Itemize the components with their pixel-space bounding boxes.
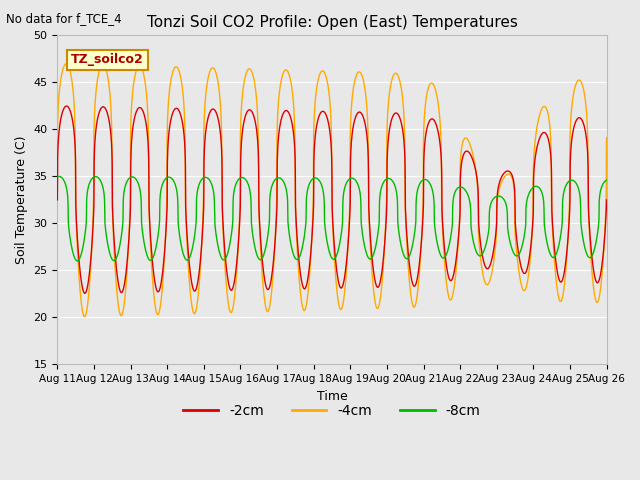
-2cm: [603, 197, 611, 203]
Line: -2cm: -2cm: [58, 106, 607, 293]
Y-axis label: Soil Temperature (C): Soil Temperature (C): [15, 136, 28, 264]
-8cm: [55, 173, 63, 179]
-2cm: [63, 103, 70, 109]
Title: Tonzi Soil CO2 Profile: Open (East) Temperatures: Tonzi Soil CO2 Profile: Open (East) Temp…: [147, 15, 517, 30]
-4cm: [425, 84, 433, 89]
Line: -4cm: -4cm: [58, 64, 607, 317]
-4cm: [312, 94, 319, 99]
-8cm: [602, 178, 610, 183]
-4cm: [486, 276, 494, 282]
-2cm: [312, 130, 319, 135]
-4cm: [81, 314, 88, 320]
-4cm: [602, 199, 610, 204]
Line: -8cm: -8cm: [58, 176, 607, 261]
-8cm: [455, 184, 463, 190]
-8cm: [425, 179, 433, 185]
-8cm: [486, 203, 494, 208]
-8cm: [312, 175, 319, 181]
-2cm: [455, 225, 463, 231]
-4cm: [62, 61, 70, 67]
Text: TZ_soilco2: TZ_soilco2: [71, 53, 144, 66]
-2cm: [152, 286, 160, 292]
X-axis label: Time: Time: [317, 390, 348, 403]
-8cm: [74, 258, 81, 264]
Text: No data for f_TCE_4: No data for f_TCE_4: [6, 12, 122, 25]
-2cm: [54, 197, 61, 203]
Legend: -2cm, -4cm, -8cm: -2cm, -4cm, -8cm: [178, 398, 486, 423]
-8cm: [152, 243, 160, 249]
-4cm: [152, 309, 160, 315]
-2cm: [81, 290, 89, 296]
-8cm: [603, 177, 611, 183]
-2cm: [602, 212, 610, 218]
-2cm: [486, 262, 494, 267]
-2cm: [425, 120, 433, 125]
-8cm: [54, 174, 61, 180]
-4cm: [54, 128, 61, 133]
-4cm: [603, 135, 611, 141]
-4cm: [455, 224, 463, 230]
